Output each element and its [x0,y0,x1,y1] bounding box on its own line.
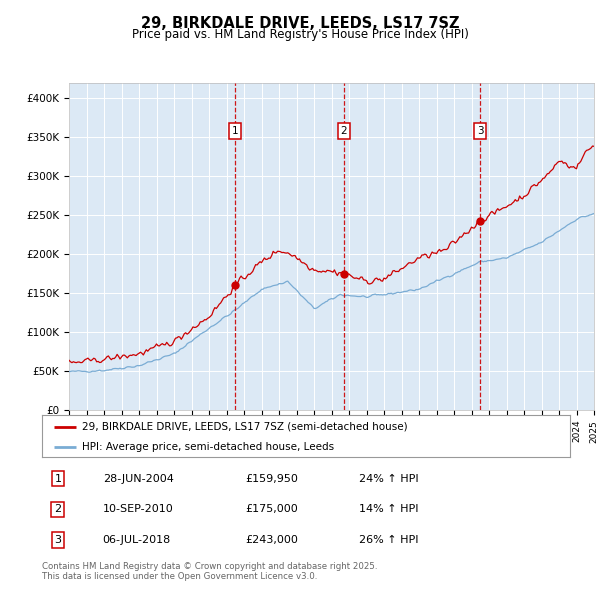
Text: 1: 1 [232,126,239,136]
Text: HPI: Average price, semi-detached house, Leeds: HPI: Average price, semi-detached house,… [82,442,334,451]
Text: £243,000: £243,000 [245,535,298,545]
Text: Price paid vs. HM Land Registry's House Price Index (HPI): Price paid vs. HM Land Registry's House … [131,28,469,41]
Text: 2: 2 [54,504,61,514]
Text: 06-JUL-2018: 06-JUL-2018 [103,535,171,545]
Text: £175,000: £175,000 [245,504,298,514]
Text: 10-SEP-2010: 10-SEP-2010 [103,504,173,514]
Text: 1: 1 [55,474,61,484]
Text: 14% ↑ HPI: 14% ↑ HPI [359,504,418,514]
Text: 24% ↑ HPI: 24% ↑ HPI [359,474,418,484]
Text: 2: 2 [340,126,347,136]
Text: 3: 3 [55,535,61,545]
Text: 28-JUN-2004: 28-JUN-2004 [103,474,173,484]
Text: 26% ↑ HPI: 26% ↑ HPI [359,535,418,545]
Text: Contains HM Land Registry data © Crown copyright and database right 2025.
This d: Contains HM Land Registry data © Crown c… [42,562,377,581]
Text: 29, BIRKDALE DRIVE, LEEDS, LS17 7SZ (semi-detached house): 29, BIRKDALE DRIVE, LEEDS, LS17 7SZ (sem… [82,422,407,432]
Text: £159,950: £159,950 [245,474,298,484]
Text: 3: 3 [477,126,484,136]
Text: 29, BIRKDALE DRIVE, LEEDS, LS17 7SZ: 29, BIRKDALE DRIVE, LEEDS, LS17 7SZ [141,16,459,31]
